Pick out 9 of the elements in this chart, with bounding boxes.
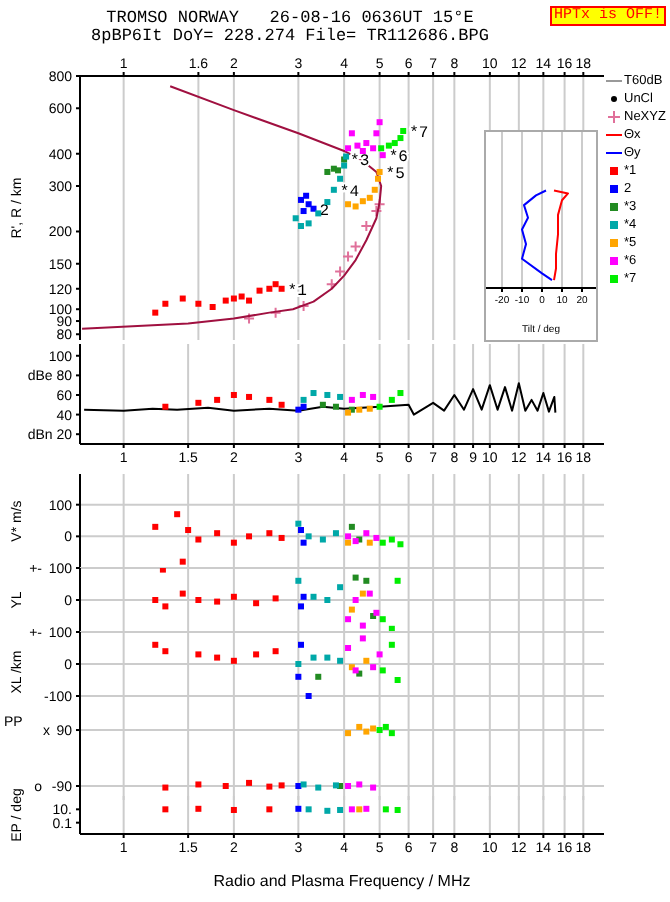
text: 2 bbox=[319, 202, 330, 221]
text: *7 bbox=[409, 124, 429, 143]
text: *5 bbox=[385, 165, 405, 184]
text: *4 bbox=[339, 183, 360, 202]
text: *1 bbox=[287, 282, 307, 301]
chart-title: TROMSO NORWAY 26-08-16 0636UT 15°E bbox=[106, 8, 474, 28]
chart-subtitle: 8pBP6It DoY= 228.274 File= TR112686.BPG bbox=[89, 26, 491, 46]
text: *6 bbox=[388, 149, 408, 168]
x-axis-title: Radio and Plasma Frequency / MHz bbox=[213, 872, 471, 890]
